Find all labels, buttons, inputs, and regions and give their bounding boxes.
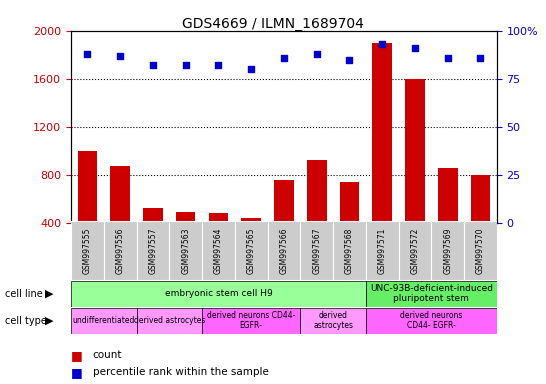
Bar: [202, 221, 235, 280]
Bar: [300, 308, 366, 334]
Text: cell type: cell type: [5, 316, 48, 326]
Text: count: count: [93, 350, 122, 360]
Text: GSM997563: GSM997563: [181, 227, 190, 274]
Text: GSM997569: GSM997569: [443, 227, 452, 274]
Text: percentile rank within the sample: percentile rank within the sample: [93, 367, 269, 377]
Bar: [202, 308, 300, 334]
Text: GSM997555: GSM997555: [83, 227, 92, 274]
Bar: [307, 161, 327, 271]
Bar: [71, 221, 104, 280]
Text: GSM997557: GSM997557: [149, 227, 157, 274]
Point: [280, 55, 288, 61]
Bar: [78, 151, 97, 271]
Point: [149, 62, 157, 68]
Point: [116, 53, 124, 59]
Bar: [268, 221, 300, 280]
Text: derived
astrocytes: derived astrocytes: [313, 311, 353, 330]
Text: GSM997556: GSM997556: [116, 227, 124, 274]
Bar: [471, 175, 490, 271]
Bar: [71, 308, 136, 334]
Point: [181, 62, 190, 68]
Bar: [104, 221, 136, 280]
Text: GSM997564: GSM997564: [214, 227, 223, 274]
Bar: [366, 281, 497, 307]
Text: UNC-93B-deficient-induced
pluripotent stem: UNC-93B-deficient-induced pluripotent st…: [370, 284, 493, 303]
Text: GSM997570: GSM997570: [476, 227, 485, 274]
Text: GDS4669 / ILMN_1689704: GDS4669 / ILMN_1689704: [182, 17, 364, 31]
Point: [312, 51, 321, 57]
Point: [378, 41, 387, 47]
Bar: [399, 221, 431, 280]
Bar: [340, 182, 359, 271]
Bar: [405, 79, 425, 271]
Bar: [431, 221, 464, 280]
Bar: [366, 221, 399, 280]
Bar: [136, 221, 169, 280]
Point: [214, 62, 223, 68]
Text: derived neurons CD44-
EGFR-: derived neurons CD44- EGFR-: [207, 311, 295, 330]
Bar: [274, 180, 294, 271]
Bar: [110, 166, 130, 271]
Bar: [71, 281, 366, 307]
Text: cell line: cell line: [5, 289, 43, 299]
Text: GSM997566: GSM997566: [280, 227, 288, 274]
Text: GSM997572: GSM997572: [411, 227, 419, 274]
Bar: [372, 43, 392, 271]
Text: GSM997565: GSM997565: [247, 227, 256, 274]
Text: derived astrocytes: derived astrocytes: [134, 316, 205, 325]
Point: [476, 55, 485, 61]
Text: ■: ■: [71, 366, 83, 379]
Point: [83, 51, 92, 57]
Bar: [136, 308, 202, 334]
Bar: [241, 218, 261, 271]
Text: derived neurons
CD44- EGFR-: derived neurons CD44- EGFR-: [400, 311, 462, 330]
Text: embryonic stem cell H9: embryonic stem cell H9: [164, 289, 272, 298]
Bar: [235, 221, 268, 280]
Bar: [143, 208, 163, 271]
Point: [443, 55, 452, 61]
Text: ▶: ▶: [45, 289, 54, 299]
Bar: [169, 221, 202, 280]
Text: GSM997571: GSM997571: [378, 227, 387, 274]
Bar: [176, 212, 195, 271]
Bar: [300, 221, 333, 280]
Bar: [464, 221, 497, 280]
Text: GSM997567: GSM997567: [312, 227, 321, 274]
Bar: [438, 167, 458, 271]
Text: ■: ■: [71, 349, 83, 362]
Text: ▶: ▶: [45, 316, 54, 326]
Text: GSM997568: GSM997568: [345, 227, 354, 274]
Bar: [209, 213, 228, 271]
Point: [411, 45, 419, 51]
Point: [345, 56, 354, 63]
Text: undifferentiated: undifferentiated: [73, 316, 135, 325]
Point: [247, 66, 256, 72]
Bar: [366, 308, 497, 334]
Bar: [333, 221, 366, 280]
